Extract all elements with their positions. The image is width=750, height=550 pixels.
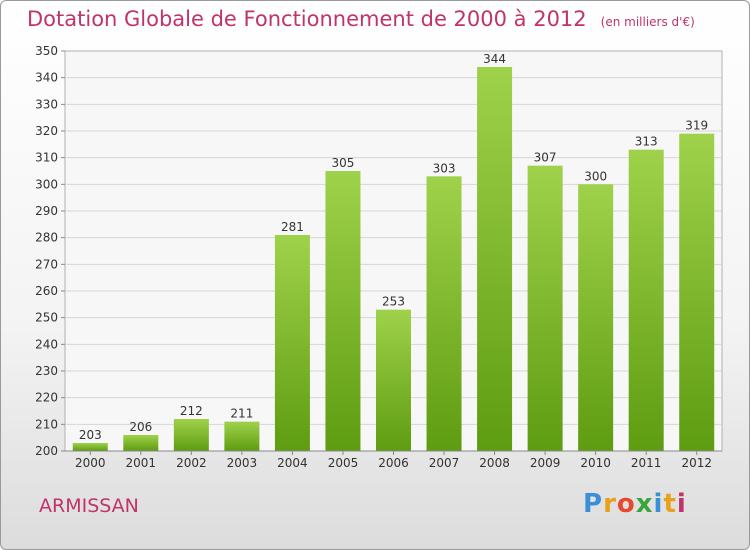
bar <box>578 184 614 452</box>
y-tick-label: 270 <box>35 257 58 271</box>
x-tick-label: 2008 <box>479 456 510 470</box>
bar <box>527 165 563 451</box>
data-label: 313 <box>635 135 658 149</box>
data-label: 211 <box>230 407 253 421</box>
data-label: 206 <box>129 420 152 434</box>
proxiti-logo: Proxiti <box>583 489 687 519</box>
bar <box>426 176 462 452</box>
bar <box>477 67 513 451</box>
logo-letter: x <box>635 489 654 519</box>
data-label: 305 <box>332 156 355 170</box>
bar <box>72 443 108 451</box>
logo-letter: t <box>663 489 677 519</box>
y-tick-label: 250 <box>35 311 58 325</box>
data-label: 203 <box>79 428 102 442</box>
x-tick-label: 2011 <box>631 456 662 470</box>
chart-title-text: Dotation Globale de Fonctionnement de 20… <box>27 7 587 31</box>
x-tick-label: 2006 <box>378 456 409 470</box>
chart-unit: (en milliers d'€) <box>600 15 695 29</box>
bar <box>628 149 664 451</box>
bar <box>224 421 260 451</box>
commune-name: ARMISSAN <box>39 495 139 517</box>
data-label: 307 <box>534 151 557 165</box>
y-tick-label: 240 <box>35 337 58 351</box>
logo-letter: i <box>653 489 664 519</box>
bar <box>123 435 159 451</box>
y-tick-label: 340 <box>35 71 58 85</box>
bar <box>325 171 361 451</box>
y-tick-label: 310 <box>35 151 58 165</box>
x-tick-label: 2010 <box>580 456 611 470</box>
y-tick-label: 200 <box>35 444 58 458</box>
x-tick-label: 2001 <box>126 456 157 470</box>
logo-letter: i <box>676 489 687 519</box>
x-tick-label: 2007 <box>429 456 460 470</box>
logo-letter: P <box>583 489 604 519</box>
data-label: 212 <box>180 404 203 418</box>
data-label: 281 <box>281 220 304 234</box>
y-tick-label: 300 <box>35 177 58 191</box>
y-tick-label: 260 <box>35 284 58 298</box>
x-tick-label: 2004 <box>277 456 308 470</box>
y-tick-label: 220 <box>35 391 58 405</box>
y-tick-label: 210 <box>35 417 58 431</box>
bar <box>376 309 411 451</box>
y-tick-label: 320 <box>35 124 58 138</box>
bar <box>274 235 310 451</box>
data-label: 300 <box>584 169 607 183</box>
y-tick-label: 230 <box>35 364 58 378</box>
x-tick-label: 2009 <box>530 456 561 470</box>
x-tick-label: 2000 <box>75 456 106 470</box>
data-label: 303 <box>433 161 456 175</box>
x-tick-label: 2012 <box>681 456 712 470</box>
data-label: 253 <box>382 295 405 309</box>
x-tick-label: 2003 <box>227 456 258 470</box>
x-tick-label: 2002 <box>176 456 207 470</box>
data-label: 319 <box>685 119 708 133</box>
y-tick-label: 280 <box>35 231 58 245</box>
logo-letter: r <box>603 489 617 519</box>
logo-letter: o <box>616 489 636 519</box>
data-label: 344 <box>483 52 506 66</box>
x-tick-label: 2005 <box>328 456 359 470</box>
y-tick-label: 290 <box>35 204 58 218</box>
chart-title: Dotation Globale de Fonctionnement de 20… <box>27 7 695 31</box>
bar <box>173 419 209 451</box>
y-tick-label: 330 <box>35 97 58 111</box>
y-tick-label: 350 <box>35 44 58 58</box>
bar <box>679 133 715 451</box>
